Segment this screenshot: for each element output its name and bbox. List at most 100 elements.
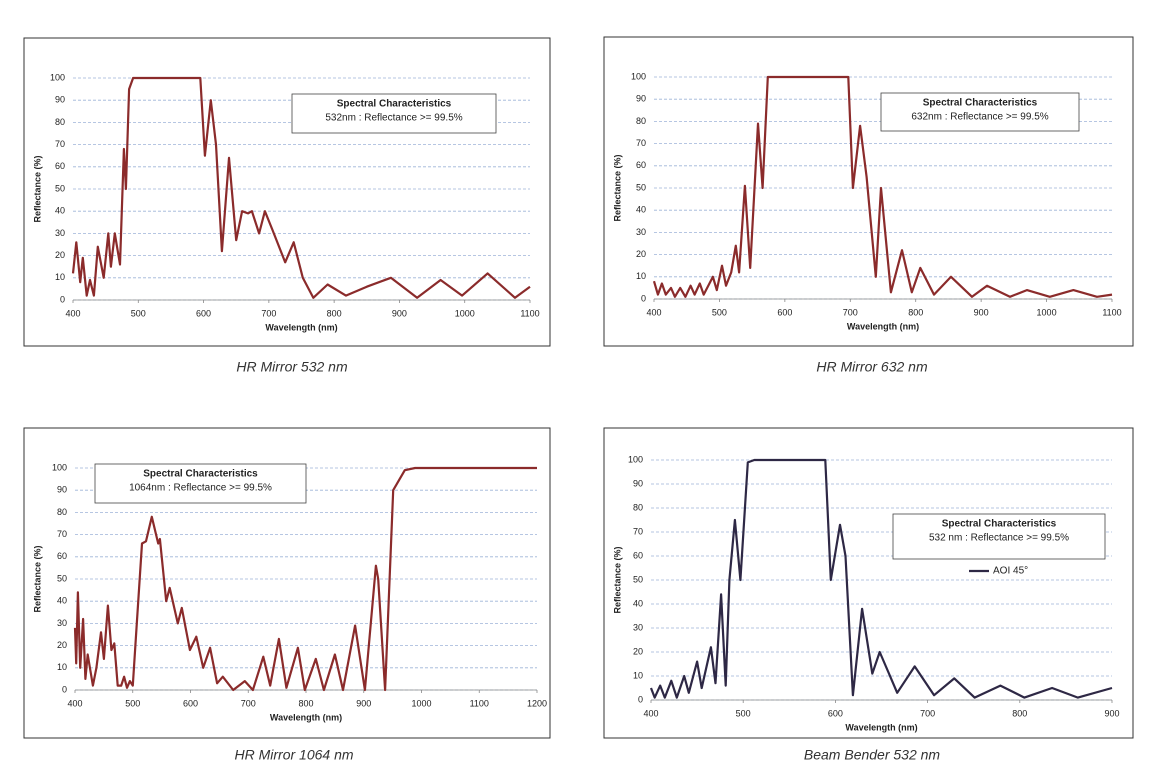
y-tick-label: 70 [57, 529, 67, 539]
chart-title: HR Mirror 632 nm [816, 359, 928, 375]
x-tick-label: 1000 [411, 698, 431, 708]
chart: 0 10 20 30 40 50 60 70 80 90 100 400 500 600 700 800 900… [23, 427, 551, 763]
x-tick-label: 1100 [470, 698, 489, 708]
y-tick-label: 0 [641, 293, 646, 303]
x-tick-label: 800 [327, 308, 342, 318]
x-tick-label: 400 [67, 698, 82, 708]
y-tick-label: 60 [57, 551, 67, 561]
x-tick-label: 500 [131, 308, 146, 318]
chart-title: HR Mirror 532 nm [236, 359, 348, 375]
y-tick-label: 40 [57, 596, 67, 606]
x-tick-label: 1000 [455, 308, 475, 318]
y-tick-label: 30 [636, 227, 646, 237]
y-tick-label: 20 [55, 250, 65, 260]
x-tick-label: 1100 [520, 308, 539, 318]
x-tick-label: 800 [1012, 708, 1027, 718]
y-axis-label: Reflectance (%) [32, 155, 42, 222]
y-tick-label: 50 [633, 574, 643, 584]
chart: 0 10 20 30 40 50 60 70 80 90 100 400 500 600 700 800 900… [603, 36, 1134, 375]
y-tick-label: 30 [57, 618, 67, 628]
chart: 0 10 20 30 40 50 60 70 80 90 100 400 500 600 700 800 900… [23, 37, 551, 375]
x-tick-label: 700 [920, 708, 935, 718]
legend-label: AOI 45° [993, 566, 1028, 577]
y-tick-label: 100 [631, 71, 646, 81]
x-tick-label: 600 [828, 708, 843, 718]
y-tick-label: 80 [55, 117, 65, 127]
data-line [652, 75, 1113, 298]
x-tick-label: 500 [125, 698, 140, 708]
y-tick-label: 70 [633, 526, 643, 536]
y-tick-label: 90 [633, 478, 643, 488]
y-tick-label: 0 [60, 294, 65, 304]
y-tick-label: 20 [636, 249, 646, 259]
y-tick-label: 30 [55, 228, 65, 238]
y-tick-label: 100 [50, 72, 65, 82]
x-tick-label: 600 [196, 308, 211, 318]
y-tick-label: 50 [57, 573, 67, 583]
x-tick-label: 500 [712, 307, 727, 317]
x-tick-label: 1100 [1102, 307, 1121, 317]
x-tick-label: 900 [974, 307, 989, 317]
x-tick-label: 400 [65, 308, 80, 318]
annotation-box [892, 513, 1106, 560]
y-tick-label: 80 [633, 502, 643, 512]
y-axis-label: Reflectance (%) [32, 545, 42, 612]
annotation-title: Spectral Characteristics [337, 99, 452, 110]
x-tick-label: 500 [736, 708, 751, 718]
y-tick-label: 80 [57, 507, 67, 517]
annotation-text: 1064nm : Reflectance >= 99.5% [129, 483, 272, 494]
x-axis-label: Wavelength (nm) [270, 712, 342, 722]
y-tick-label: 40 [636, 205, 646, 215]
y-tick-label: 50 [55, 183, 65, 193]
annotation-title: Spectral Characteristics [923, 98, 1038, 109]
x-axis-label: Wavelength (nm) [845, 722, 917, 732]
y-tick-label: 90 [636, 94, 646, 104]
chart: 0 10 20 30 40 50 60 70 80 90 100 400 500 600 700 800 900… [603, 427, 1134, 763]
y-tick-label: 20 [633, 646, 643, 656]
x-tick-label: 700 [241, 698, 256, 708]
x-tick-label: 400 [646, 307, 661, 317]
y-tick-label: 100 [628, 454, 643, 464]
x-axis-label: Wavelength (nm) [265, 322, 337, 332]
y-tick-label: 60 [55, 161, 65, 171]
x-tick-label: 700 [843, 307, 858, 317]
y-tick-label: 70 [55, 139, 65, 149]
y-axis-label: Reflectance (%) [612, 154, 622, 221]
y-tick-label: 10 [55, 272, 65, 282]
x-tick-label: 600 [183, 698, 198, 708]
data-line [73, 466, 537, 692]
data-line [649, 458, 1113, 699]
annotation-box [291, 93, 497, 134]
annotation-text: 532 nm : Reflectance >= 99.5% [929, 533, 1069, 544]
x-tick-label: 900 [356, 698, 371, 708]
annotation-title: Spectral Characteristics [143, 469, 258, 480]
y-tick-label: 70 [636, 138, 646, 148]
y-tick-label: 30 [633, 622, 643, 632]
x-tick-label: 400 [643, 708, 658, 718]
y-tick-label: 10 [633, 670, 643, 680]
chart-title: Beam Bender 532 nm [804, 747, 941, 763]
y-tick-label: 10 [636, 271, 646, 281]
y-tick-label: 40 [55, 206, 65, 216]
y-tick-label: 0 [62, 684, 67, 694]
y-tick-label: 0 [638, 694, 643, 704]
x-axis-label: Wavelength (nm) [847, 321, 919, 331]
chart-title: HR Mirror 1064 nm [234, 747, 353, 763]
chart-frame [603, 427, 1134, 739]
y-tick-label: 90 [57, 485, 67, 495]
annotation-box [94, 463, 307, 504]
y-tick-label: 80 [636, 116, 646, 126]
y-tick-label: 100 [52, 462, 67, 472]
x-tick-label: 900 [392, 308, 407, 318]
y-tick-label: 90 [55, 95, 65, 105]
x-tick-label: 800 [298, 698, 313, 708]
x-tick-label: 800 [908, 307, 923, 317]
annotation-title: Spectral Characteristics [942, 519, 1057, 530]
y-tick-label: 10 [57, 662, 67, 672]
data-line [71, 76, 531, 299]
x-tick-label: 900 [1104, 708, 1119, 718]
annotation-text: 632nm : Reflectance >= 99.5% [911, 112, 1048, 123]
x-tick-label: 1200 [527, 698, 547, 708]
annotation-box [880, 92, 1080, 132]
